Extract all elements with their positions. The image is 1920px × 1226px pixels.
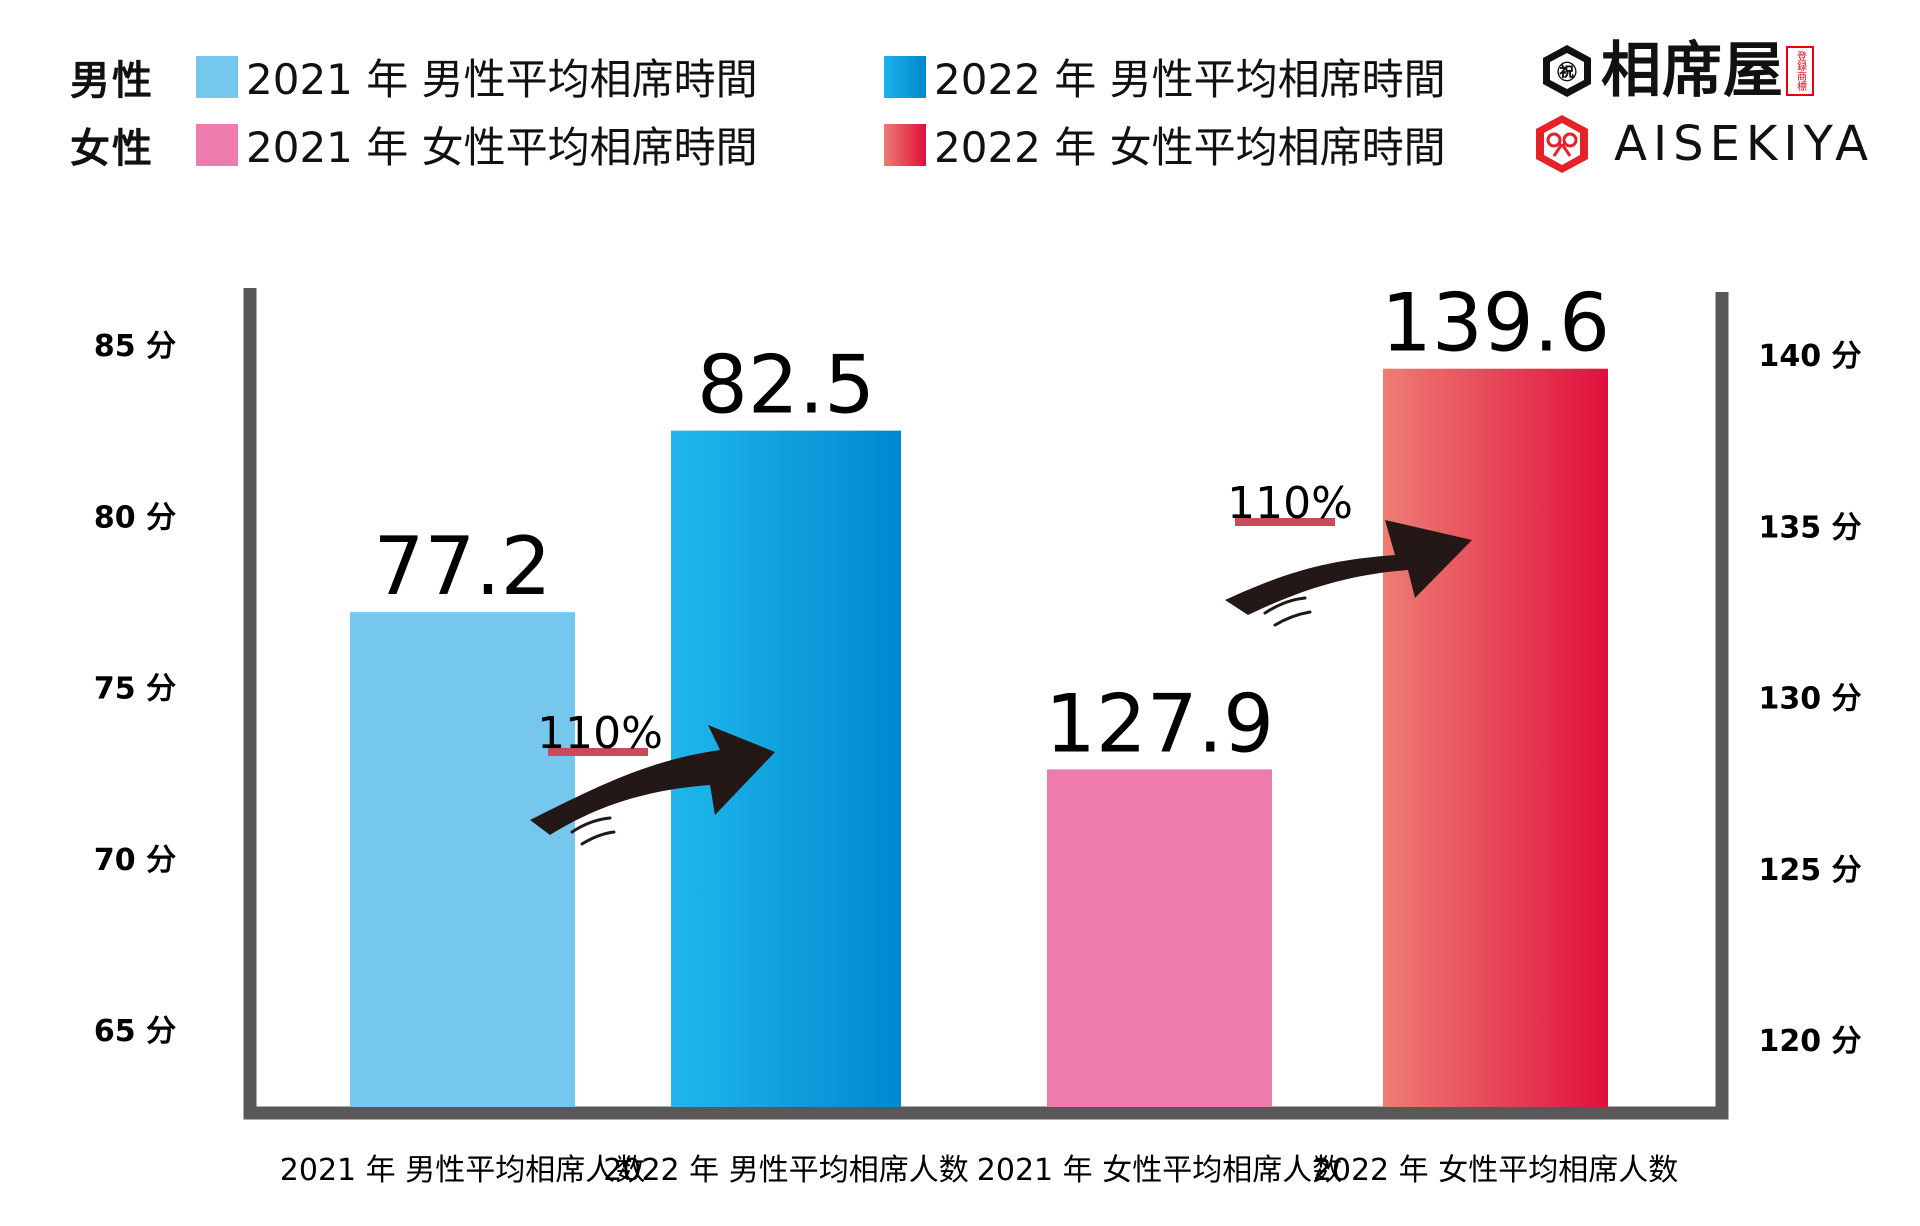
right-tick-label: 140 分 xyxy=(1758,339,1861,374)
logo-jp-row: ㊗ 相席屋 登録商標 xyxy=(1539,36,1814,106)
growth-arrow-icon xyxy=(1225,520,1472,615)
legend-item-2021-female: 2021 年 女性平均相席時間 xyxy=(196,114,758,175)
legend-item-2021-male: 2021 年 男性平均相席時間 xyxy=(196,46,758,107)
legend-swatch xyxy=(884,55,926,98)
bar-value-label: 139.6 xyxy=(1381,277,1610,370)
legend-male-label: 男性 xyxy=(70,58,154,104)
right-axis: 120 分 125 分 130 分 135 分 140 分 xyxy=(1758,339,1861,1059)
bar-value-labels: 77.2 82.5 127.9 139.6 xyxy=(373,277,1610,771)
right-tick-label: 135 分 xyxy=(1758,510,1861,545)
left-tick-label: 75 分 xyxy=(94,672,176,707)
legend-item-2022-male: 2022 年 男性平均相席時間 xyxy=(884,46,1446,107)
legend-swatch xyxy=(196,123,238,166)
growth-arrow-icon xyxy=(530,725,775,835)
bar xyxy=(1383,368,1608,1107)
aisekiya-logo: ㊗ 相席屋 登録商標 AISEKIYA xyxy=(1514,36,1874,186)
legend-item-label: 2021 年 女性平均相席時間 xyxy=(246,123,758,172)
logo-stamp: 登録商標 xyxy=(1786,46,1814,96)
logo-en-name: AISEKIYA xyxy=(1614,116,1874,172)
legend-item-label: 2021 年 男性平均相席時間 xyxy=(246,55,758,104)
logo-badge-text: ㊗ xyxy=(1557,60,1577,84)
legend-swatch xyxy=(196,55,238,98)
logo-en-row: AISEKIYA xyxy=(1530,112,1874,176)
left-axis: 65 分 70 分 75 分 80 分 85 分 xyxy=(94,329,176,1049)
bar-value-label: 127.9 xyxy=(1045,677,1274,770)
legend-item-label: 2022 年 男性平均相席時間 xyxy=(934,55,1446,104)
bar xyxy=(350,612,575,1107)
left-tick-label: 65 分 xyxy=(94,1014,176,1049)
speed-line xyxy=(1263,596,1307,615)
speed-line xyxy=(570,816,612,834)
legend-item-label: 2022 年 女性平均相席時間 xyxy=(934,123,1446,172)
bars xyxy=(350,368,1608,1107)
growth-percent-label: 110% xyxy=(537,708,663,759)
legend-item-2022-female: 2022 年 女性平均相席時間 xyxy=(884,114,1446,175)
right-tick-label: 120 分 xyxy=(1758,1024,1861,1059)
category-label: 2021 年 男性平均相席人数 xyxy=(280,1153,645,1188)
legend: 男性 女性 2021 年 男性平均相席時間 2022 年 男性平均相席時間 20… xyxy=(0,0,1920,200)
hexagon-badge-icon: ㊗ xyxy=(1543,45,1591,97)
logo-jp-name: 相席屋 xyxy=(1601,36,1784,106)
legend-female-label: 女性 xyxy=(70,126,154,172)
chart-frame xyxy=(243,288,1729,1120)
bar-value-label: 77.2 xyxy=(373,520,551,613)
category-label: 2021 年 女性平均相席人数 xyxy=(977,1153,1342,1188)
legend-swatch xyxy=(884,123,926,166)
right-tick-label: 125 分 xyxy=(1758,853,1861,888)
knot-hexagon-icon xyxy=(1536,115,1589,173)
bar xyxy=(1047,769,1272,1107)
speed-line xyxy=(580,830,616,846)
category-label: 2022 年 女性平均相席人数 xyxy=(1313,1153,1678,1188)
bar-value-label: 82.5 xyxy=(697,339,875,432)
left-tick-label: 85 分 xyxy=(94,329,176,364)
left-tick-label: 70 分 xyxy=(94,843,176,878)
left-tick-label: 80 分 xyxy=(94,500,176,535)
growth-annotations: 110% 110% xyxy=(530,478,1472,846)
speed-line xyxy=(1273,610,1312,627)
category-label: 2022 年 男性平均相席人数 xyxy=(603,1153,968,1188)
growth-percent-label: 110% xyxy=(1227,478,1353,529)
right-tick-label: 130 分 xyxy=(1758,682,1861,717)
